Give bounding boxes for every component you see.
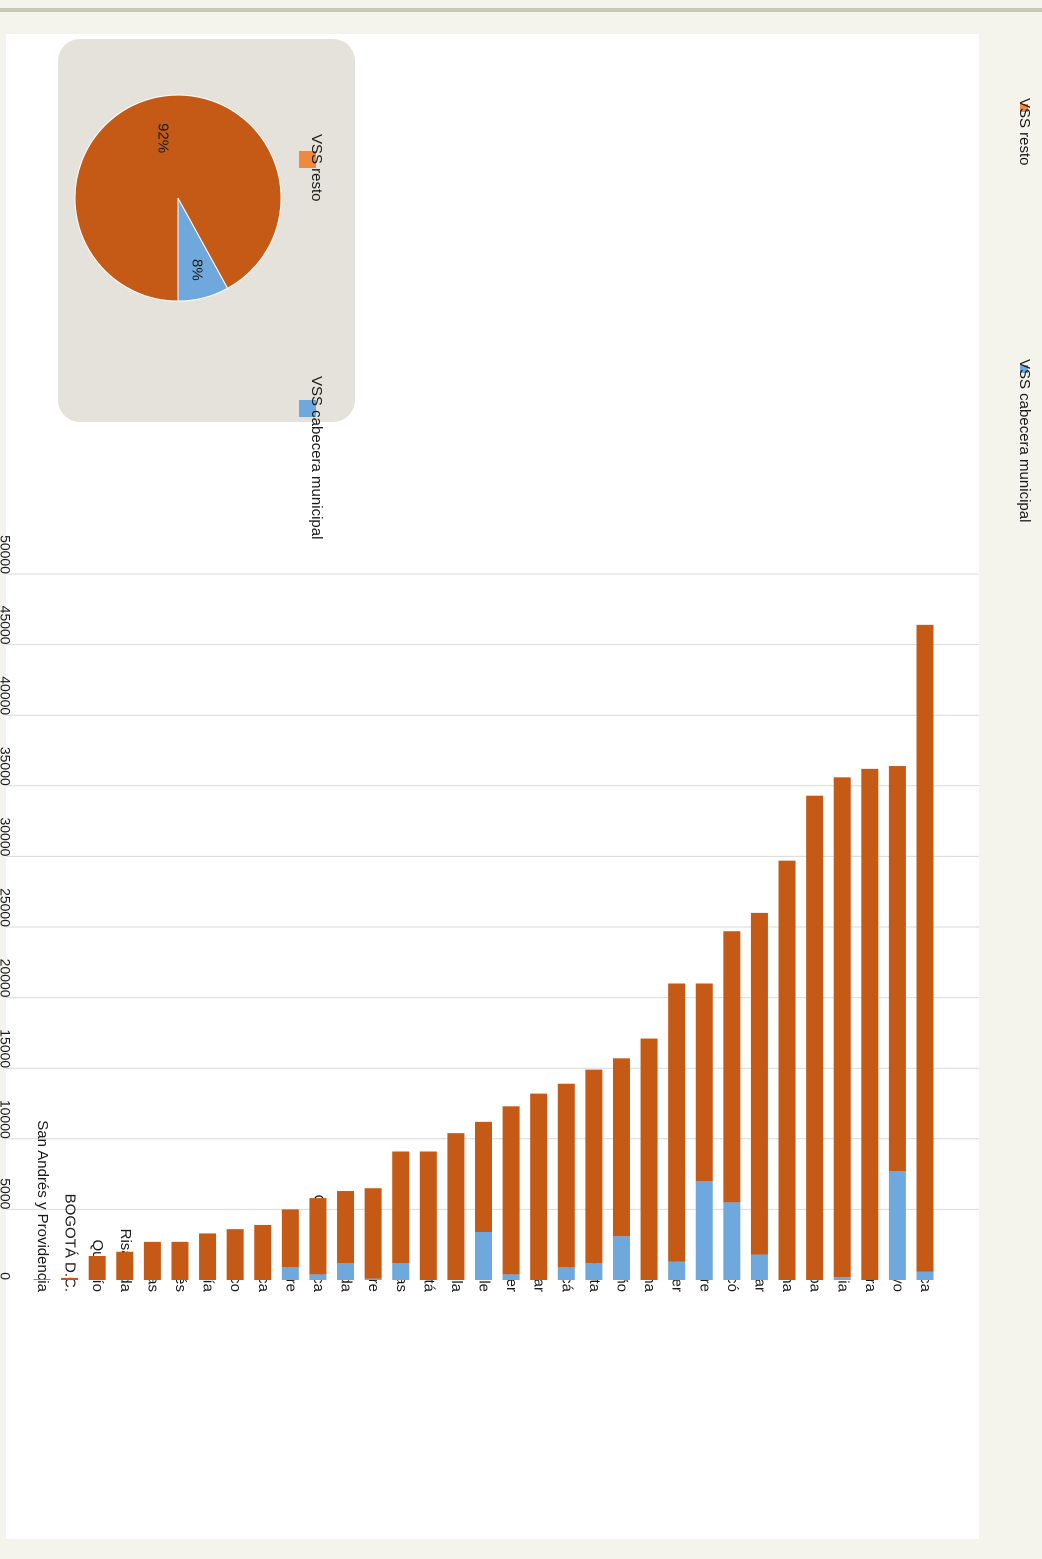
inset-pie-chart: 8% 92%: [74, 94, 282, 302]
pie-legend-swatch-cabecera: [299, 400, 316, 417]
pie-slice-resto: [74, 94, 282, 302]
bar-segment-cabecera: [723, 1202, 741, 1280]
value-tick-label: 45000: [0, 606, 13, 645]
bar-segment-resto: [254, 1224, 272, 1280]
bar-segment-resto: [530, 1093, 548, 1280]
bar-segment-resto: [695, 983, 713, 1182]
bar-segment-resto: [199, 1233, 217, 1280]
bar-segment-resto: [585, 1069, 603, 1264]
bar-segment-cabecera: [392, 1263, 410, 1280]
value-tick-label: 40000: [0, 676, 13, 715]
bar-segment-resto: [833, 777, 851, 1278]
bar-segment-resto: [364, 1188, 382, 1279]
bar-segment-resto: [640, 1038, 658, 1280]
bar-segment-cabecera: [695, 1181, 713, 1280]
bar-segment-cabecera: [557, 1267, 575, 1280]
pie-legend-label-resto: VSS resto: [308, 134, 325, 202]
bar-segment-cabecera: [750, 1254, 768, 1280]
bar-segment-resto: [806, 795, 824, 1280]
bar-segment-resto: [392, 1151, 410, 1264]
value-axis-tick-labels: 0 5000 10000 15000 20000 25000 30000 35000 40000…: [0, 535, 13, 1280]
bar-segment-resto: [888, 766, 906, 1172]
bar-segment-resto: [61, 1277, 79, 1280]
value-tick-label: 50000: [0, 535, 13, 574]
value-tick-label: 25000: [0, 888, 13, 927]
bar-segment-cabecera: [364, 1278, 382, 1280]
bar-segment-resto: [281, 1209, 299, 1268]
chart-legend: VSS cabecera municipal VSS resto: [1016, 98, 1033, 522]
inset-pie-legend: VSS cabecera municipal VSS resto: [299, 134, 325, 539]
bar-series: [33, 624, 934, 1280]
inset-pie-panel: 8% 92% VSS cabecera municipal VSS resto: [58, 39, 355, 539]
bar-segment-resto: [750, 912, 768, 1255]
bar-segment-resto: [723, 931, 741, 1203]
bar-segment-resto: [502, 1106, 520, 1275]
bar-segment-resto: [171, 1241, 189, 1280]
legend-label-resto: VSS resto: [1016, 98, 1033, 166]
bar-segment-resto: [612, 1058, 630, 1237]
bar-segment-cabecera: [585, 1263, 603, 1280]
category-label: BOGOTÁ D.C.: [62, 1194, 79, 1292]
bar-segment-resto: [143, 1241, 161, 1280]
pie-legend-label-cabecera: VSS cabecera municipal: [308, 376, 325, 539]
bar-segment-resto: [475, 1121, 492, 1232]
bar-segment-cabecera: [833, 1277, 851, 1280]
legend-swatch-resto: [1020, 104, 1028, 112]
pie-data-label: 92%: [155, 123, 172, 153]
value-tick-label: 0: [0, 1272, 13, 1280]
bar-segment-resto: [33, 1279, 51, 1280]
value-tick-label: 30000: [0, 817, 13, 856]
value-tick-label: 5000: [0, 1178, 13, 1209]
value-tick-label: 15000: [0, 1029, 13, 1068]
bar-segment-cabecera: [612, 1236, 630, 1280]
legend-label-cabecera: VSS cabecera municipal: [1016, 359, 1033, 522]
bar-segment-cabecera: [502, 1274, 520, 1280]
legend-swatch-cabecera: [1020, 365, 1028, 373]
bar-segment-cabecera: [888, 1171, 906, 1280]
value-tick-label: 20000: [0, 959, 13, 998]
value-tick-label: 10000: [0, 1100, 13, 1139]
bar-segment-cabecera: [475, 1231, 492, 1280]
pie-data-label: 8%: [188, 259, 205, 281]
bottom-border: [0, 8, 1042, 12]
category-label: San Andrés y Providencia: [34, 1120, 51, 1292]
bar-segment-cabecera: [337, 1263, 355, 1280]
bar-segment-resto: [309, 1198, 327, 1275]
bar-segment-cabecera: [916, 1271, 934, 1280]
bar-segment-resto: [337, 1191, 355, 1264]
bar-segment-resto: [557, 1083, 575, 1268]
pie-legend-swatch-resto: [299, 151, 316, 168]
bar-segment-resto: [226, 1229, 244, 1280]
bar-segment-resto: [419, 1151, 437, 1280]
bar-segment-resto: [116, 1251, 134, 1280]
bar-segment-resto: [778, 860, 796, 1280]
bar-segment-resto: [861, 768, 879, 1280]
bar-segment-resto: [447, 1133, 465, 1280]
bar-segment-resto: [916, 624, 934, 1272]
bar-segment-cabecera: [281, 1267, 299, 1280]
value-tick-label: 35000: [0, 747, 13, 786]
bar-segment-resto: [668, 983, 686, 1262]
bar-segment-cabecera: [309, 1274, 327, 1280]
bar-segment-resto: [88, 1255, 106, 1280]
bar-segment-cabecera: [668, 1261, 686, 1280]
